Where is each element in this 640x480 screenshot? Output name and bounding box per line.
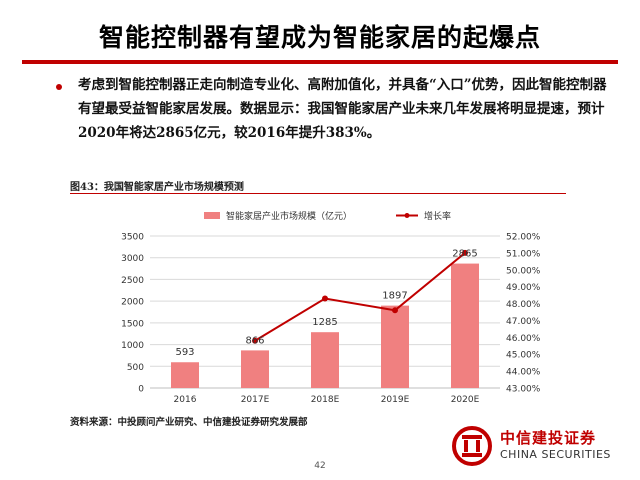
source-note: 资料来源：中投顾问产业研究、中信建投证券研究发展部 xyxy=(70,417,308,428)
growth-point xyxy=(252,337,258,344)
growth-point xyxy=(392,307,398,314)
legend-bar-swatch xyxy=(204,212,220,219)
market-size-chart: 0 500 1000 1500 2000 2500 3000 3500 43.00% 44.00%… xyxy=(121,210,541,405)
category-label: 2018E xyxy=(311,395,340,405)
left-tick-label: 500 xyxy=(127,363,144,373)
bar xyxy=(171,362,199,388)
bullet-icon xyxy=(56,84,62,90)
growth-point xyxy=(462,249,468,256)
logo-name-en: CHINA SECURITIES xyxy=(500,448,611,461)
figure-caption: 图43：我国智能家居产业市场规模预测 xyxy=(70,182,244,193)
right-tick-label: 43.00% xyxy=(506,385,541,395)
right-tick-label: 45.00% xyxy=(506,351,541,361)
right-tick-label: 46.00% xyxy=(506,334,541,344)
category-label: 2019E xyxy=(381,395,410,405)
growth-point xyxy=(322,295,328,302)
company-emblem-icon xyxy=(452,426,492,466)
category-label: 2017E xyxy=(241,395,270,405)
bar-data-label: 2865 xyxy=(452,249,477,260)
right-tick-label: 50.00% xyxy=(506,266,541,276)
bar-data-label: 1897 xyxy=(382,291,407,302)
right-tick-label: 47.00% xyxy=(506,317,541,327)
left-tick-label: 0 xyxy=(138,385,144,395)
bar-data-label: 866 xyxy=(245,335,264,346)
legend-bar-label: 智能家居产业市场规模（亿元） xyxy=(226,210,352,222)
left-tick-label: 2500 xyxy=(121,276,144,286)
right-tick-label: 52.00% xyxy=(506,233,541,243)
title-divider xyxy=(22,60,618,64)
right-tick-label: 51.00% xyxy=(506,249,541,259)
left-tick-label: 3500 xyxy=(121,233,144,243)
body-paragraph: 考虑到智能控制器正走向制造专业化、高附加值化，并具备“入口”优势，因此智能控制器… xyxy=(78,77,607,141)
bar xyxy=(451,263,479,388)
right-tick-label: 49.00% xyxy=(506,283,541,293)
bar xyxy=(241,350,269,388)
left-tick-label: 1000 xyxy=(121,341,144,351)
growth-line xyxy=(254,252,466,342)
category-label: 2020E xyxy=(451,395,480,405)
bar xyxy=(311,332,339,388)
page-number: 42 xyxy=(314,461,326,471)
left-tick-label: 3000 xyxy=(121,254,144,264)
left-tick-label: 2000 xyxy=(121,298,144,308)
bar xyxy=(381,305,409,388)
slide-title: 智能控制器有望成为智能家居的起爆点 xyxy=(98,23,541,52)
company-logo: 中信建投证券 CHINA SECURITIES xyxy=(452,424,622,468)
figure-divider xyxy=(70,193,566,194)
logo-name-cn: 中信建投证券 xyxy=(500,429,597,447)
legend-line-marker xyxy=(404,213,410,218)
bar-data-label: 1285 xyxy=(312,317,337,328)
bar-data-label: 593 xyxy=(175,347,194,358)
right-tick-label: 48.00% xyxy=(506,300,541,310)
legend-line-label: 增长率 xyxy=(424,210,451,222)
category-label: 2016 xyxy=(174,395,197,405)
left-tick-label: 1500 xyxy=(121,319,144,329)
right-tick-label: 44.00% xyxy=(506,368,541,378)
